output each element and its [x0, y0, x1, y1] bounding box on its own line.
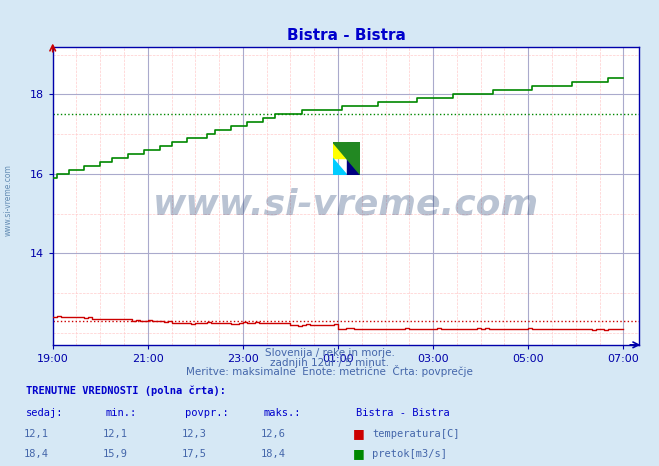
Text: ■: ■ — [353, 427, 364, 439]
Text: Slovenija / reke in morje.: Slovenija / reke in morje. — [264, 349, 395, 358]
Text: www.si-vreme.com: www.si-vreme.com — [3, 164, 13, 236]
Text: sedaj:: sedaj: — [26, 408, 64, 418]
Polygon shape — [333, 158, 347, 175]
Polygon shape — [333, 142, 360, 175]
Text: temperatura[C]: temperatura[C] — [372, 429, 460, 439]
Text: 18,4: 18,4 — [24, 449, 49, 459]
Polygon shape — [347, 142, 360, 175]
Text: 17,5: 17,5 — [182, 449, 207, 459]
Text: TRENUTNE VREDNOSTI (polna črta):: TRENUTNE VREDNOSTI (polna črta): — [26, 385, 226, 396]
Text: Bistra - Bistra: Bistra - Bistra — [356, 408, 449, 418]
Text: www.si-vreme.com: www.si-vreme.com — [153, 188, 539, 222]
Text: 12,1: 12,1 — [24, 429, 49, 439]
Title: Bistra - Bistra: Bistra - Bistra — [287, 27, 405, 43]
Text: povpr.:: povpr.: — [185, 408, 228, 418]
Text: 12,1: 12,1 — [103, 429, 128, 439]
Text: ■: ■ — [353, 447, 364, 459]
Text: 12,6: 12,6 — [261, 429, 286, 439]
Bar — [333, 142, 347, 158]
Text: zadnjih 12ur / 5 minut.: zadnjih 12ur / 5 minut. — [270, 358, 389, 368]
Text: pretok[m3/s]: pretok[m3/s] — [372, 449, 447, 459]
Text: 18,4: 18,4 — [261, 449, 286, 459]
Text: maks.:: maks.: — [264, 408, 301, 418]
Text: 15,9: 15,9 — [103, 449, 128, 459]
Text: min.:: min.: — [105, 408, 136, 418]
Text: Meritve: maksimalne  Enote: metrične  Črta: povprečje: Meritve: maksimalne Enote: metrične Črta… — [186, 365, 473, 377]
Text: 12,3: 12,3 — [182, 429, 207, 439]
